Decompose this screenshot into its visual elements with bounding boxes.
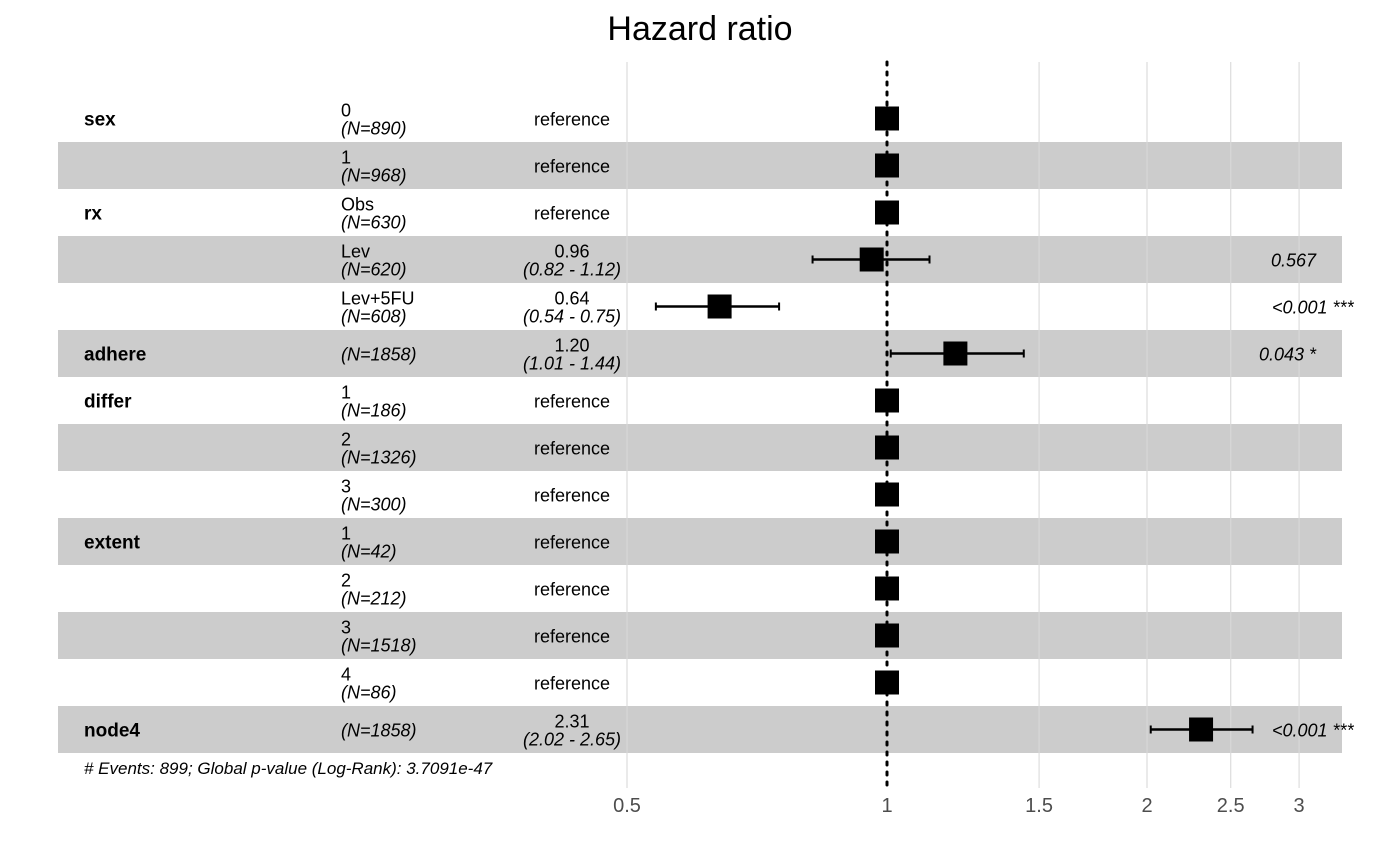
estimate-marker: [943, 341, 968, 366]
estimate-marker: [875, 482, 899, 507]
estimate-label: reference: [534, 486, 610, 506]
row-band: [58, 330, 1342, 377]
n-label: (N=620): [341, 260, 407, 280]
grid-lines: [626, 62, 1300, 788]
level-label: 3: [341, 618, 351, 638]
n-label: (N=42): [341, 542, 397, 562]
variable-label: sex: [84, 110, 116, 131]
n-label: (N=890): [341, 119, 407, 139]
variable-label: node4: [84, 721, 140, 742]
p-value-label: 0.567: [1271, 251, 1317, 271]
ci-label: (0.54 - 0.75): [523, 307, 621, 327]
estimate-marks: [654, 106, 1254, 742]
estimate-label: reference: [534, 533, 610, 553]
row-band: [58, 424, 1342, 471]
estimate-marker: [1189, 717, 1214, 742]
p-value-label: <0.001 ***: [1272, 721, 1355, 741]
ci-label: (2.02 - 2.65): [523, 730, 621, 750]
estimate-label: reference: [534, 580, 610, 600]
level-label: Lev: [341, 242, 370, 262]
row-band: [58, 518, 1342, 565]
estimate-marker: [875, 435, 899, 460]
estimate-marker: [875, 388, 899, 413]
variable-label: adhere: [84, 345, 146, 366]
estimate-label: reference: [534, 110, 610, 130]
row-band: [58, 706, 1342, 753]
chart-title: Hazard ratio: [607, 10, 792, 48]
n-label: (N=300): [341, 495, 407, 515]
estimate-marker: [875, 623, 899, 648]
ci-label: (0.82 - 1.12): [523, 260, 621, 280]
level-label: 1: [341, 524, 351, 544]
variable-label: extent: [84, 533, 141, 554]
x-tick-label: 3: [1294, 795, 1305, 817]
estimate-marker: [875, 200, 899, 225]
x-tick-label: 2.5: [1217, 795, 1245, 817]
n-label: (N=1858): [341, 345, 417, 365]
ci-label: (1.01 - 1.44): [523, 354, 621, 374]
row-band: [58, 612, 1342, 659]
x-tick-label: 0.5: [613, 795, 641, 817]
level-label: Obs: [341, 195, 374, 215]
estimate-label: reference: [534, 392, 610, 412]
n-label: (N=1518): [341, 636, 417, 656]
estimate-marker: [875, 576, 899, 601]
x-tick-label: 1.5: [1025, 795, 1053, 817]
level-label: 1: [341, 148, 351, 168]
level-label: 4: [341, 665, 351, 685]
n-label: (N=86): [341, 683, 397, 703]
p-value-label: <0.001 ***: [1272, 298, 1355, 318]
level-label: 2: [341, 430, 351, 450]
estimate-marker: [875, 106, 899, 131]
estimate-label: 0.64: [554, 289, 589, 309]
row-band: [58, 236, 1342, 283]
p-value-label: 0.043 *: [1259, 345, 1317, 365]
estimate-label: reference: [534, 627, 610, 647]
x-axis: 0.5 1 1.5 2 2.5 3: [613, 795, 1305, 817]
n-label: (N=630): [341, 213, 407, 233]
variable-label: differ: [84, 392, 132, 413]
footer-note: # Events: 899; Global p-value (Log-Rank)…: [84, 759, 493, 778]
level-label: 1: [341, 383, 351, 403]
n-label: (N=608): [341, 307, 407, 327]
estimate-label: reference: [534, 439, 610, 459]
level-label: 3: [341, 477, 351, 497]
x-tick-label: 2: [1141, 795, 1152, 817]
row-bands: [58, 142, 1342, 753]
estimate-marker: [859, 247, 884, 272]
level-label: 0: [341, 101, 351, 121]
level-label: 2: [341, 571, 351, 591]
n-label: (N=186): [341, 401, 407, 421]
estimate-label: 2.31: [554, 712, 589, 732]
estimate-marker: [875, 670, 899, 695]
estimate-label: 1.20: [554, 336, 589, 356]
level-label: Lev+5FU: [341, 289, 415, 309]
estimate-marker: [875, 153, 899, 178]
estimate-marker: [875, 529, 899, 554]
n-label: (N=212): [341, 589, 407, 609]
n-label: (N=968): [341, 166, 407, 186]
n-label: (N=1858): [341, 721, 417, 741]
row-band: [58, 142, 1342, 189]
variable-label: rx: [84, 204, 102, 225]
estimate-label: reference: [534, 204, 610, 224]
n-label: (N=1326): [341, 448, 417, 468]
estimate-label: reference: [534, 674, 610, 694]
estimate-marker: [707, 294, 732, 319]
estimate-label: 0.96: [554, 242, 589, 262]
estimate-label: reference: [534, 157, 610, 177]
x-tick-label: 1: [881, 795, 892, 817]
